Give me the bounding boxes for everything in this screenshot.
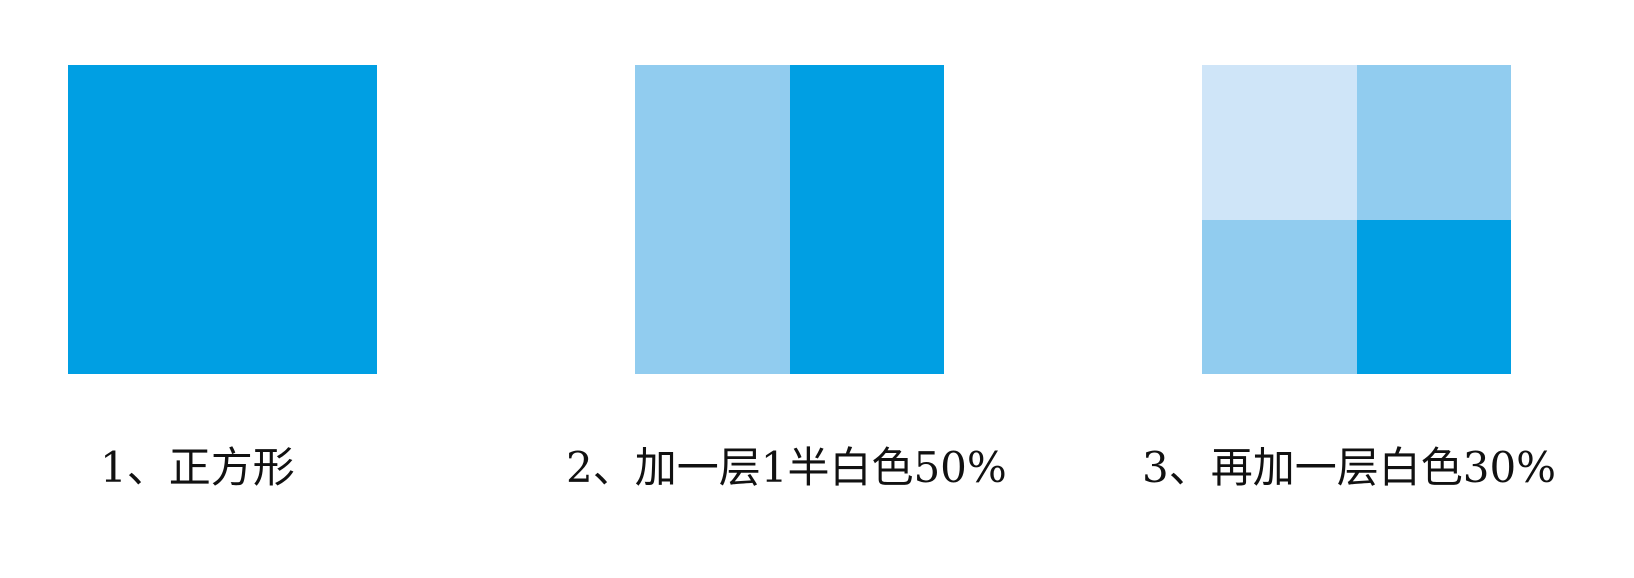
top-right-quadrant (1356, 65, 1511, 220)
caption-square: 1、正方形 (100, 443, 295, 492)
top-left-quadrant (1202, 65, 1357, 220)
caption-half-overlay: 2、加一层1半白色50% (566, 443, 1007, 492)
bottom-left-quadrant (1202, 219, 1357, 374)
square-cell (68, 65, 377, 374)
panel-second-white-overlay: 3、再加一层白色30% (1130, 0, 1556, 578)
panel-half-white-overlay: 2、加一层1半白色50% (564, 0, 1007, 578)
blue-square (68, 65, 377, 374)
right-half-base (789, 65, 944, 374)
left-half-overlay (635, 65, 790, 374)
caption-second-overlay: 3、再加一层白色30% (1142, 443, 1557, 492)
bottom-right-quadrant (1356, 219, 1511, 374)
square-with-quadrant-overlays (1202, 65, 1511, 374)
square-with-half-overlay (635, 65, 944, 374)
panel-square: 1、正方形 (0, 0, 420, 578)
